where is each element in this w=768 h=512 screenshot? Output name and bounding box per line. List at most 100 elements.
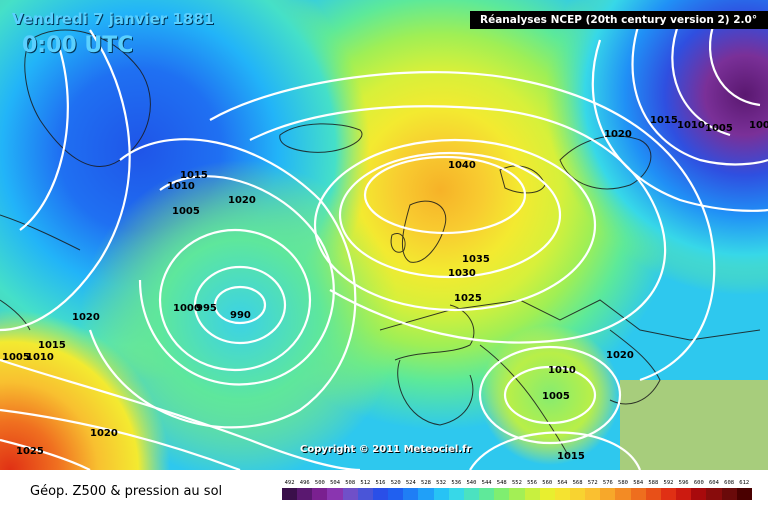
isobar-label: 1025 bbox=[454, 293, 482, 304]
map-caption: Géop. Z500 & pression au sol bbox=[30, 484, 223, 499]
legend-tick-label: 584 bbox=[633, 480, 644, 486]
legend-tick-label: 504 bbox=[330, 480, 341, 486]
isobar-label: 1005 bbox=[705, 123, 733, 134]
isobar-label: 1000 bbox=[173, 303, 201, 314]
legend-swatch bbox=[463, 488, 480, 500]
isobar-label: 1020 bbox=[72, 312, 100, 323]
legend-swatch bbox=[600, 488, 616, 500]
legend-tick-label: 556 bbox=[527, 480, 538, 486]
color-legend: 492 496 500 504 508 512 516 520 524 528 532 536 540 5… bbox=[282, 480, 752, 508]
legend-swatch bbox=[342, 488, 358, 500]
legend-swatch bbox=[418, 488, 434, 500]
time-title: 0:00 UTC bbox=[22, 33, 134, 58]
isobar-label: 1030 bbox=[448, 268, 476, 279]
bottom-bar: Géop. Z500 & pression au sol 492 496 500 50… bbox=[0, 470, 768, 512]
legend-tick-label: 600 bbox=[693, 480, 704, 486]
isobar-labels: 1040 1035 1030 1025 1020 1015 1010 1005 … bbox=[2, 115, 768, 462]
isobar-label: 1020 bbox=[228, 195, 256, 206]
legend-swatches bbox=[282, 488, 752, 500]
isobar-label: 1015 bbox=[557, 451, 585, 462]
legend-tick-label: 532 bbox=[436, 480, 447, 486]
legend-tick-label: 536 bbox=[451, 480, 462, 486]
legend-tick-label: 496 bbox=[299, 480, 310, 486]
legend-swatch bbox=[676, 488, 692, 500]
legend-tick-label: 608 bbox=[724, 480, 735, 486]
legend-tick-label: 512 bbox=[360, 480, 371, 486]
legend-swatch bbox=[297, 488, 313, 500]
isobar-label: 1020 bbox=[604, 129, 632, 140]
legend-swatch bbox=[630, 488, 646, 500]
legend-swatch bbox=[569, 488, 586, 500]
weather-map: 1040 1035 1030 1025 1020 1015 1010 1005 … bbox=[0, 0, 768, 470]
legend-swatch bbox=[448, 488, 464, 500]
isobar-label: 1005 bbox=[2, 352, 30, 363]
legend-tick-label: 500 bbox=[314, 480, 325, 486]
legend-swatch bbox=[691, 488, 707, 500]
legend-swatch bbox=[479, 488, 495, 500]
legend-tick-label: 580 bbox=[618, 480, 628, 486]
legend-tick-label: 544 bbox=[481, 480, 492, 486]
legend-tick-label: 604 bbox=[708, 480, 719, 486]
legend-tick-label: 524 bbox=[405, 480, 416, 486]
legend-tick-label: 540 bbox=[466, 480, 477, 486]
legend-swatch bbox=[509, 488, 525, 500]
isobar-label: 1015 bbox=[38, 340, 66, 351]
legend-swatch bbox=[721, 488, 737, 500]
legend-tick-label: 568 bbox=[572, 480, 583, 486]
legend-swatch bbox=[524, 488, 540, 500]
source-label: Réanalyses NCEP (20th century version 2)… bbox=[470, 11, 768, 29]
legend-swatch bbox=[433, 488, 449, 500]
isobar-label: 1005 bbox=[542, 391, 570, 402]
legend-tick-label: 548 bbox=[496, 480, 507, 486]
legend-tick-label: 572 bbox=[587, 480, 598, 486]
isobar-label: 1025 bbox=[16, 446, 44, 457]
legend-swatch bbox=[312, 488, 328, 500]
legend-swatch bbox=[585, 488, 601, 500]
legend-swatch bbox=[660, 488, 677, 500]
legend-tick-label: 592 bbox=[663, 480, 674, 486]
legend-tick-label: 564 bbox=[557, 480, 568, 486]
isobar-label: 1010 bbox=[26, 352, 54, 363]
isobar-label: 1010 bbox=[677, 120, 705, 131]
legend-tick-label: 492 bbox=[284, 480, 295, 486]
legend-swatch bbox=[494, 488, 510, 500]
legend-tick-label: 596 bbox=[678, 480, 689, 486]
legend-swatch bbox=[327, 488, 343, 500]
isobar-label: 995 bbox=[196, 303, 217, 314]
legend-tick-label: 612 bbox=[739, 480, 750, 486]
isobar-label: 1010 bbox=[548, 365, 576, 376]
copyright-label: Copyright © 2011 Meteociel.fr bbox=[300, 444, 472, 455]
legend-swatch bbox=[706, 488, 722, 500]
legend-tick-label: 576 bbox=[602, 480, 613, 486]
legend-tick-label: 560 bbox=[542, 480, 553, 486]
legend-swatch bbox=[645, 488, 661, 500]
date-title: Vendredi 7 janvier 1881 bbox=[12, 10, 215, 28]
legend-ticks: 492 496 500 504 508 512 516 520 524 528 532 536 540 5… bbox=[282, 480, 752, 486]
isobar-label: 1035 bbox=[462, 254, 490, 265]
legend-tick-label: 588 bbox=[648, 480, 659, 486]
legend-tick-label: 520 bbox=[390, 480, 401, 486]
legend-swatch bbox=[554, 488, 570, 500]
isobar-label: 1010 bbox=[167, 181, 195, 192]
isobar-label: 1020 bbox=[90, 428, 118, 439]
legend-swatch bbox=[372, 488, 389, 500]
legend-tick-label: 516 bbox=[375, 480, 386, 486]
isobar-label: 1005 bbox=[172, 206, 200, 217]
legend-swatch bbox=[357, 488, 373, 500]
isobar-label: 1000 bbox=[749, 120, 768, 131]
legend-swatch bbox=[615, 488, 631, 500]
legend-tick-label: 508 bbox=[345, 480, 356, 486]
legend-swatch bbox=[282, 488, 298, 500]
legend-tick-label: 528 bbox=[421, 480, 431, 486]
legend-swatch bbox=[539, 488, 555, 500]
legend-swatch bbox=[388, 488, 404, 500]
isobar-label: 1020 bbox=[606, 350, 634, 361]
legend-swatch bbox=[736, 488, 752, 500]
isobar-label: 1015 bbox=[180, 170, 208, 181]
legend-tick-label: 552 bbox=[511, 480, 522, 486]
isobar-label: 1015 bbox=[650, 115, 678, 126]
legend-swatch bbox=[403, 488, 419, 500]
isobar-label: 990 bbox=[230, 310, 251, 321]
isobar-label: 1040 bbox=[448, 160, 476, 171]
